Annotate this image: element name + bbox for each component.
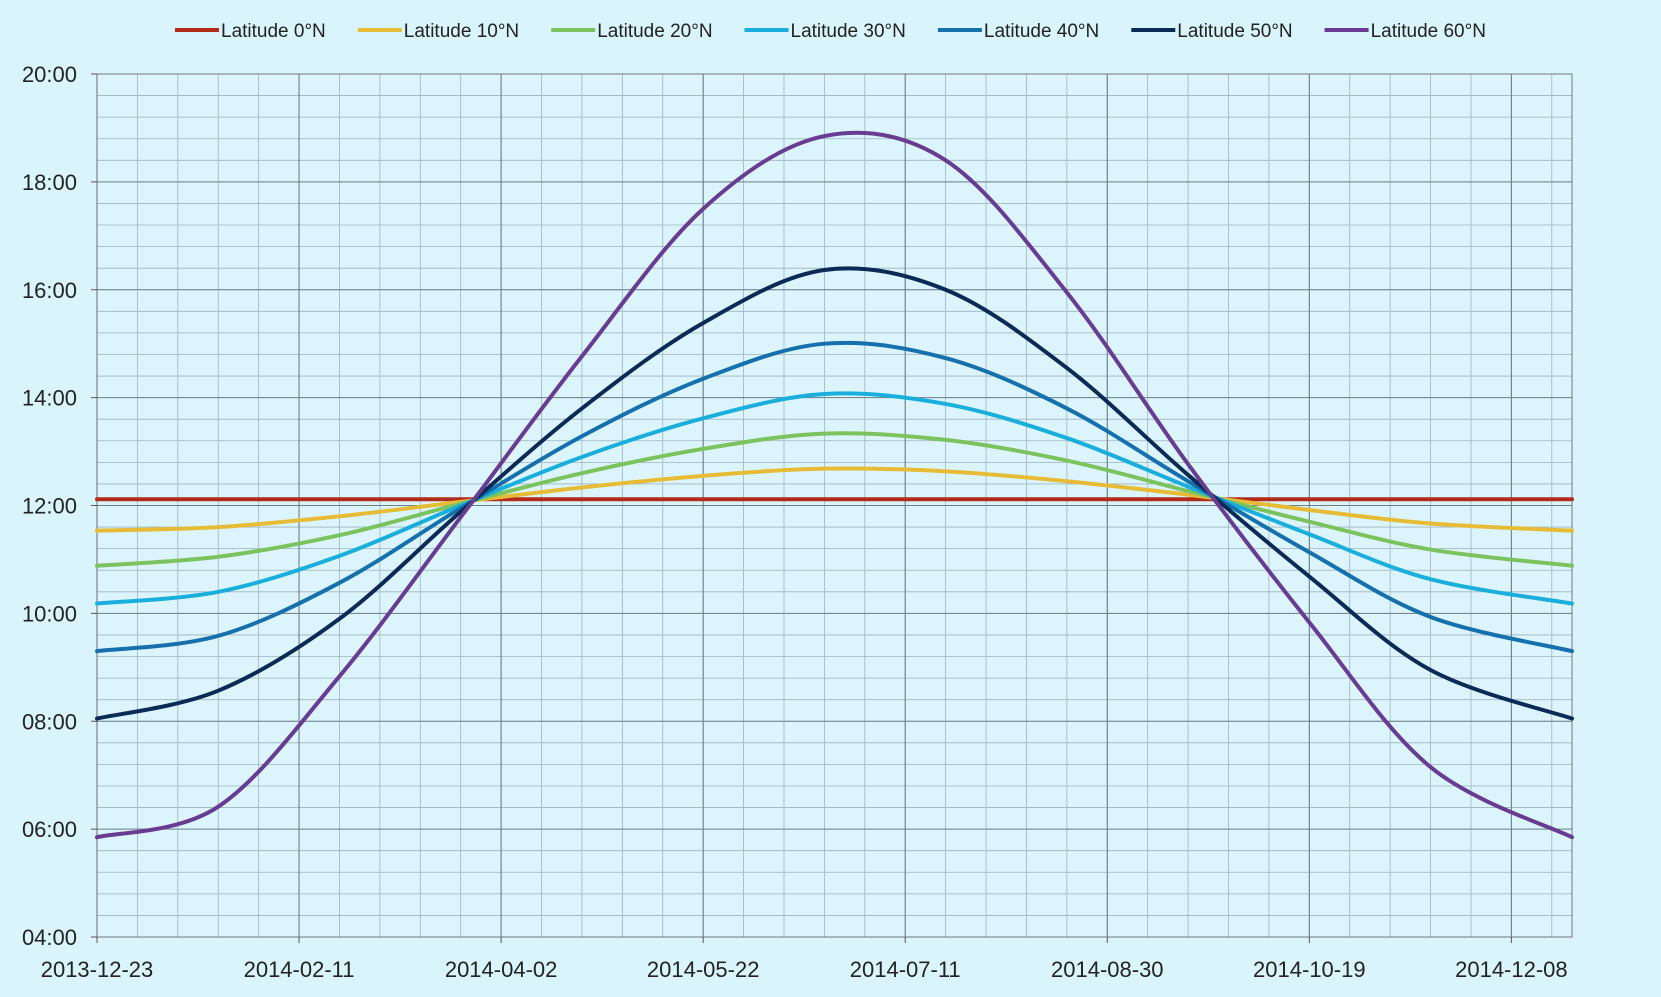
- y-tick-label: 08:00: [22, 709, 77, 734]
- legend-item-2: Latitude 20°N: [551, 21, 713, 42]
- series-line-6: [95, 130, 1574, 840]
- x-axis: 2013-12-23 2014-02-11 2014-04-02 2014-05-22…: [41, 937, 1568, 982]
- x-tick-label: 2013-12-23: [41, 957, 154, 982]
- y-tick-label: 14:00: [22, 386, 77, 411]
- y-tick-label: 04:00: [22, 925, 77, 950]
- y-tick-label: 20:00: [22, 62, 77, 87]
- x-tick-label: 2014-10-19: [1253, 957, 1366, 982]
- series-line-1: [95, 466, 1574, 533]
- legend-item-3: Latitude 30°N: [744, 21, 906, 42]
- legend-item-1: Latitude 10°N: [357, 21, 519, 42]
- legend-label: Latitude 20°N: [597, 21, 712, 42]
- y-tick-label: 16:00: [22, 278, 77, 303]
- x-tick-label: 2014-04-02: [445, 957, 558, 982]
- x-tick-label: 2014-02-11: [244, 957, 355, 982]
- series-line-5: [95, 266, 1574, 721]
- legend-item-0: Latitude 0°N: [175, 21, 326, 42]
- series-line-3: [95, 391, 1574, 606]
- y-tick-label: 12:00: [22, 494, 77, 519]
- legend-label: Latitude 10°N: [404, 21, 519, 42]
- legend-label: Latitude 60°N: [1371, 21, 1486, 42]
- x-tick-label: 2014-07-11: [850, 957, 961, 982]
- y-tick-label: 10:00: [22, 601, 77, 626]
- series-line-2: [95, 431, 1574, 568]
- y-axis: 04:00 06:00 08:00 10:00 12:00 14:00 16:00 18:00…: [22, 62, 97, 950]
- legend-item-5: Latitude 50°N: [1131, 21, 1293, 42]
- legend-item-6: Latitude 60°N: [1324, 21, 1486, 42]
- series-line-4: [95, 340, 1574, 654]
- series-lines: [95, 130, 1574, 840]
- legend-item-4: Latitude 40°N: [937, 21, 1099, 42]
- x-tick-label: 2014-08-30: [1051, 957, 1164, 982]
- legend-label: Latitude 0°N: [221, 21, 326, 42]
- y-tick-label: 18:00: [22, 170, 77, 195]
- y-tick-label: 06:00: [22, 817, 77, 842]
- legend: Latitude 0°N Latitude 10°N Latitude 20°N La…: [175, 21, 1486, 42]
- legend-label: Latitude 50°N: [1177, 21, 1292, 42]
- x-tick-label: 2014-12-08: [1455, 957, 1568, 982]
- legend-label: Latitude 40°N: [984, 21, 1099, 42]
- legend-label: Latitude 30°N: [791, 21, 906, 42]
- x-tick-label: 2014-05-22: [647, 957, 760, 982]
